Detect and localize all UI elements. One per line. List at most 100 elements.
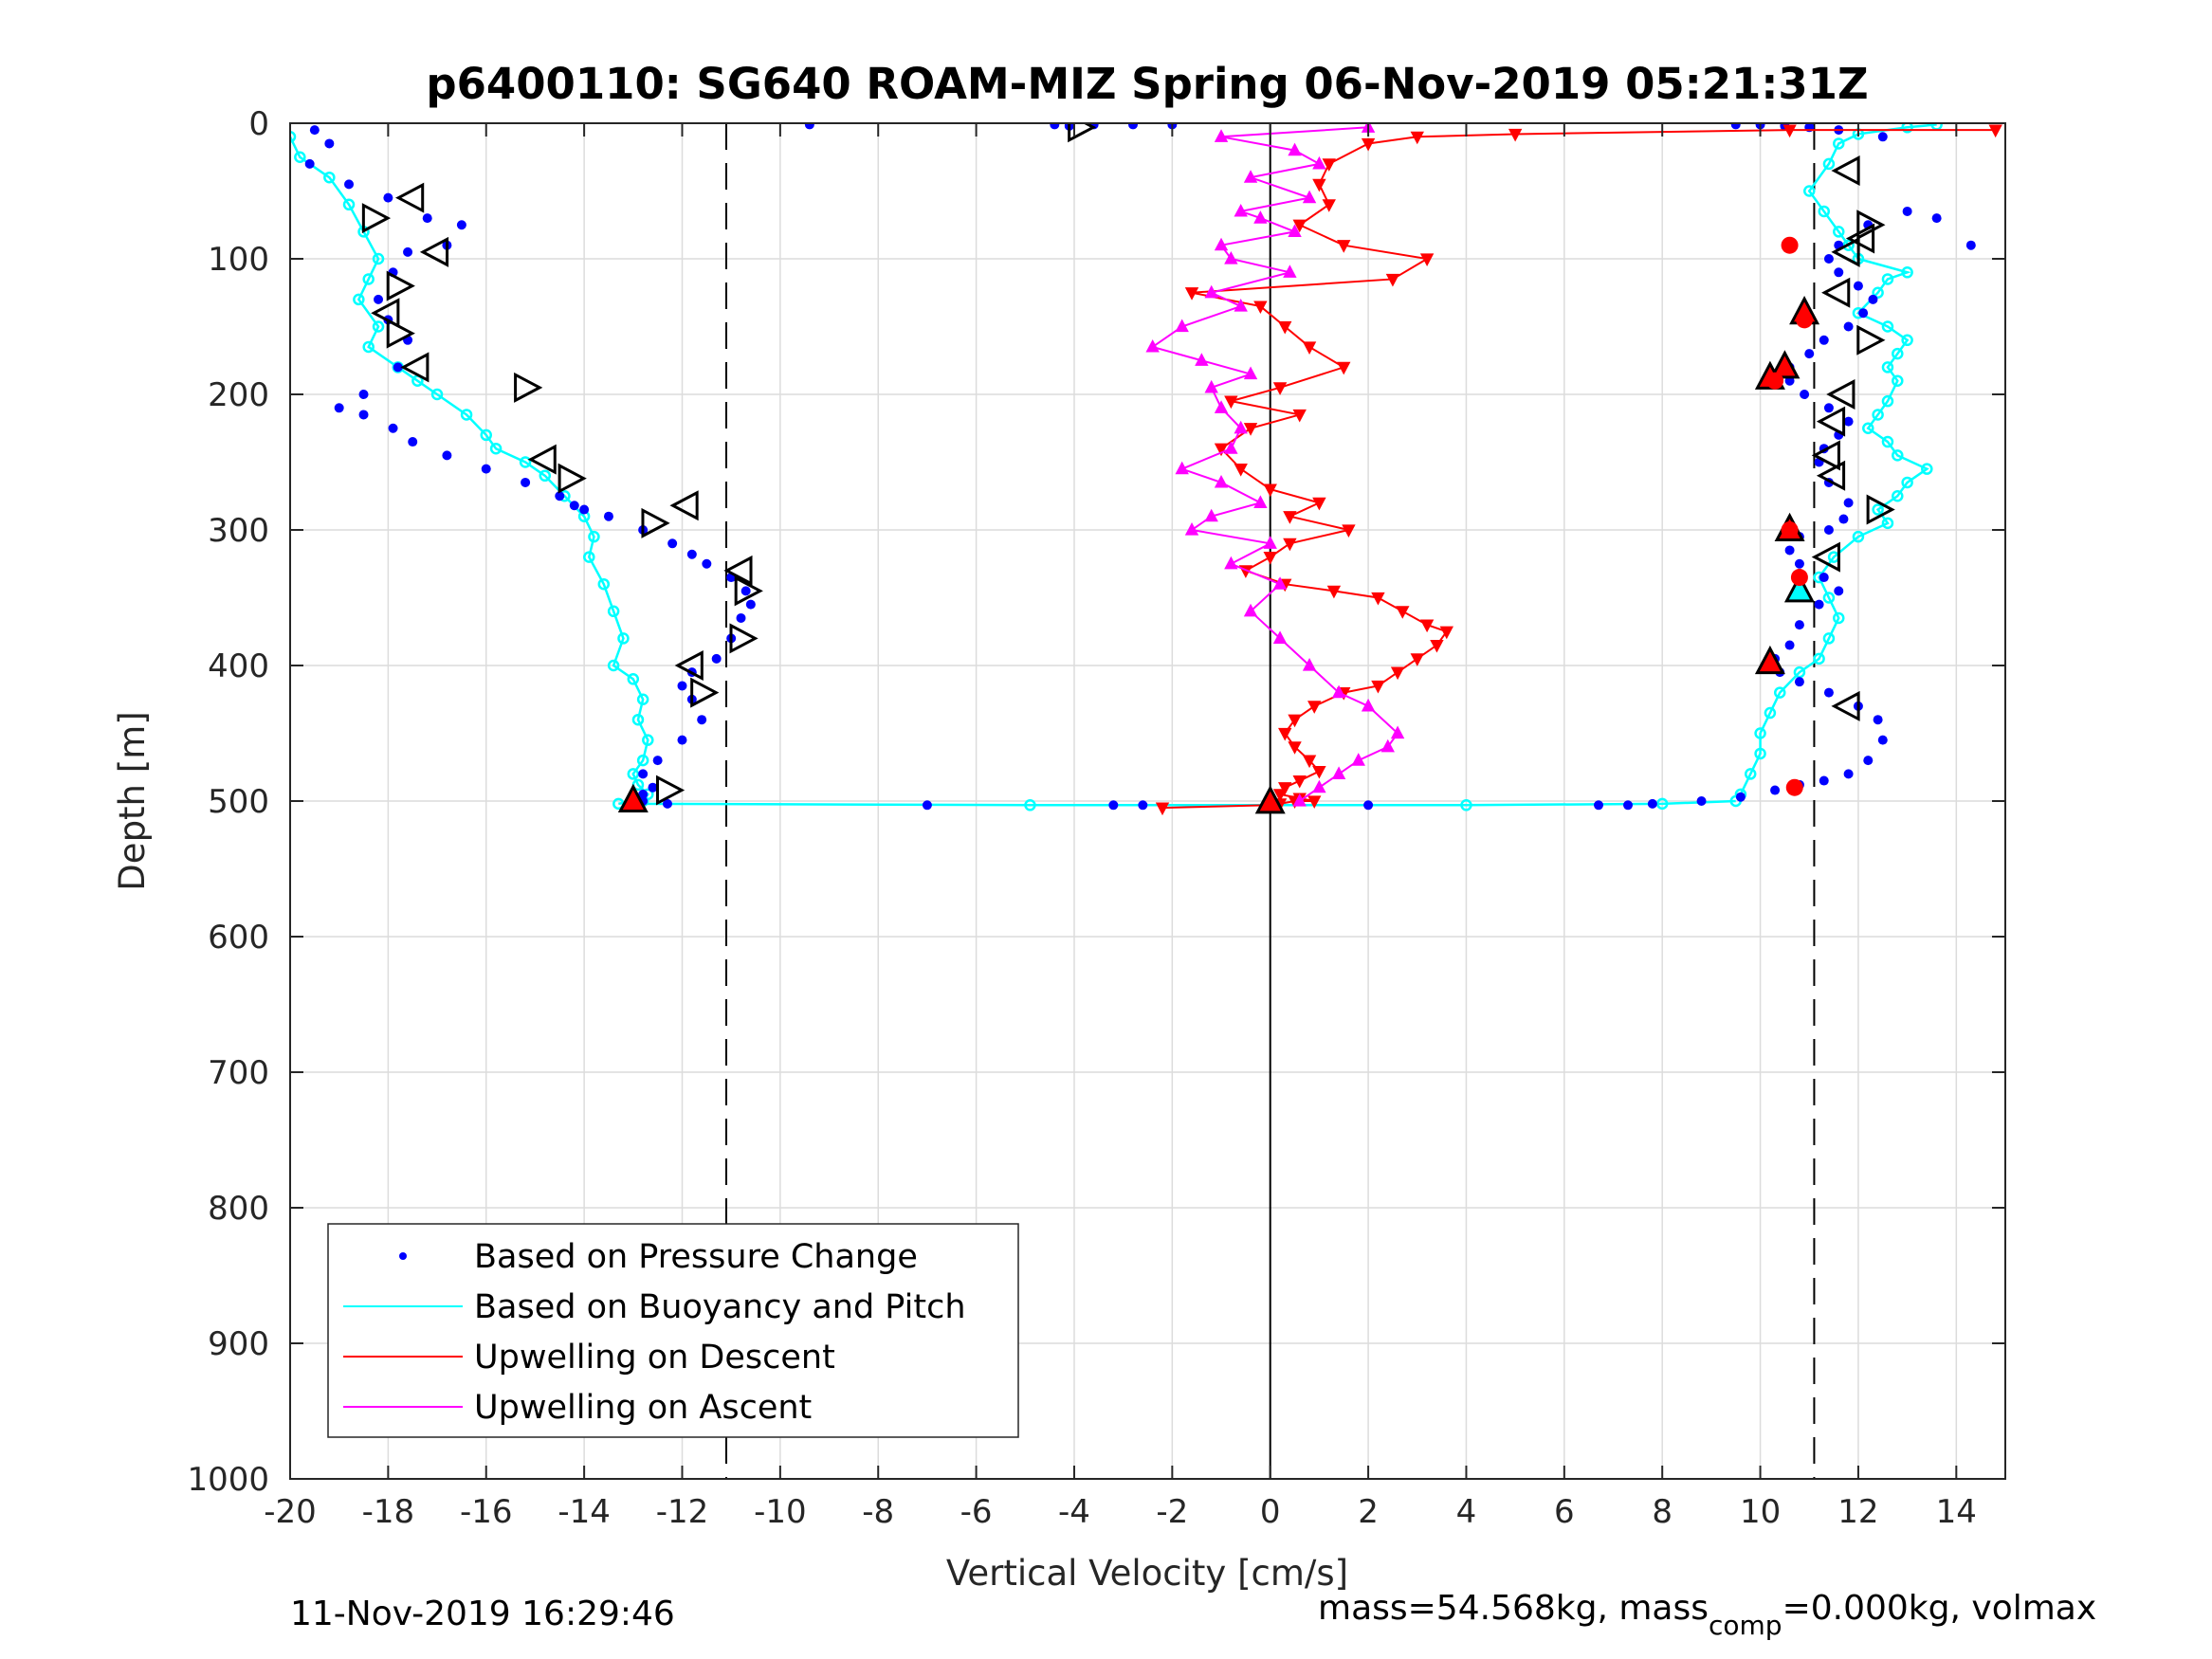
- upwelling-ascent-point: [1175, 461, 1189, 475]
- upwelling-ascent-point: [1214, 400, 1229, 413]
- y-tick-label: 300: [208, 512, 269, 550]
- buoyancy-pitch-point: [1852, 530, 1865, 543]
- buoyancy-pitch-point: [1892, 490, 1904, 502]
- upwelling-descent-point: [1224, 395, 1238, 410]
- pressure-change-point: [1877, 735, 1888, 745]
- x-tick-label: -4: [1058, 1493, 1090, 1531]
- upwelling-ascent-point: [1283, 264, 1297, 278]
- pressure-change-point: [1138, 800, 1148, 811]
- upwelling-descent-point: [1322, 199, 1336, 212]
- pressure-change-point: [1931, 213, 1942, 224]
- red-dot-marker: [1785, 778, 1803, 796]
- buoyancy-pitch-point: [323, 171, 336, 184]
- pressure-change-point: [569, 501, 579, 511]
- pressure-change-point: [403, 246, 413, 257]
- upwelling-ascent-point: [1145, 338, 1160, 353]
- red-dot-marker: [1796, 311, 1814, 329]
- pressure-change-point: [1800, 390, 1810, 399]
- buoyancy-pitch-point: [1901, 476, 1913, 489]
- pressure-change-point: [1965, 240, 1976, 250]
- pressure-change-point: [1902, 206, 1912, 216]
- buoyancy-pitch-point: [362, 273, 375, 285]
- x-tick-label: 0: [1260, 1493, 1281, 1531]
- pressure-change-point: [358, 410, 369, 420]
- pressure-change-point: [1050, 123, 1060, 130]
- buoyancy-pitch-point: [372, 320, 385, 333]
- upwelling-ascent-point: [1312, 779, 1326, 793]
- triangle-right-marker: [558, 463, 587, 494]
- triangle-right-marker: [734, 575, 763, 607]
- buoyancy-pitch-point: [1773, 686, 1786, 699]
- y-axis-ticks: 0 100 200 300 400 500 600 700 800 900 1000: [187, 105, 2005, 1499]
- pressure-change-point: [1843, 416, 1854, 427]
- buoyancy-pitch-point: [1655, 797, 1669, 811]
- footer-mass-info: mass=54.568kg, masscomp=0.000kg, volmax: [1318, 1589, 2096, 1641]
- upwelling-descent-point: [1302, 341, 1317, 355]
- upwelling-descent-point: [1410, 131, 1424, 145]
- x-tick-label: 4: [1456, 1493, 1477, 1531]
- triangle-left-marker: [669, 490, 699, 521]
- pressure-change-point: [1784, 640, 1795, 650]
- y-tick-label: 400: [208, 647, 269, 685]
- buoyancy-pitch-point: [430, 388, 444, 401]
- pressure-change-point: [481, 464, 491, 474]
- buoyancy-pitch-point: [362, 340, 375, 354]
- buoyancy-pitch-point: [1822, 632, 1836, 645]
- buoyancy-pitch-point: [1460, 799, 1472, 811]
- y-tick-label: 700: [208, 1054, 269, 1092]
- buoyancy-pitch-point: [1822, 157, 1836, 171]
- triangle-left-marker: [674, 650, 704, 681]
- pressure-change-point: [422, 213, 432, 224]
- buoyancy-pitch-point: [1921, 463, 1933, 475]
- pressure-change-point: [1858, 308, 1869, 319]
- upwelling-ascent-point: [1214, 474, 1229, 488]
- upwelling-descent-point: [1292, 409, 1307, 423]
- upwelling-descent-point: [1155, 802, 1170, 816]
- upwelling-descent-point: [1419, 253, 1435, 266]
- pressure-change-point: [334, 403, 344, 413]
- buoyancy-pitch-point: [1881, 320, 1894, 333]
- buoyancy-pitch-point: [583, 551, 595, 563]
- buoyancy-pitch-point: [1881, 435, 1894, 448]
- pressure-change-point: [1127, 123, 1138, 130]
- x-tick-label: -16: [460, 1493, 513, 1531]
- mass-subscript: comp: [1709, 1610, 1782, 1641]
- pressure-change-point: [711, 653, 722, 664]
- y-tick-label: 200: [208, 376, 269, 414]
- pressure-change-point: [1814, 599, 1824, 610]
- upwelling-descent-point: [1371, 680, 1385, 694]
- buoyancy-pitch-point: [1881, 394, 1894, 408]
- buoyancy-pitch-point: [1881, 273, 1894, 285]
- pressure-change-point: [736, 612, 746, 623]
- x-tick-label: 6: [1554, 1493, 1575, 1531]
- pressure-change-point: [677, 735, 687, 745]
- upwelling-ascent-point: [1195, 353, 1209, 366]
- buoyancy-pitch-point: [519, 456, 532, 468]
- pressure-change-point: [1819, 335, 1829, 345]
- pressure-change-point: [745, 599, 756, 610]
- triangle-right-marker: [386, 270, 415, 301]
- upwelling-ascent-point: [1224, 441, 1238, 454]
- upwelling-descent-point: [1278, 782, 1292, 795]
- pressure-change-point: [1868, 294, 1878, 304]
- pressure-change-point: [1873, 715, 1883, 725]
- y-tick-label: 800: [208, 1190, 269, 1228]
- x-tick-label: -14: [558, 1493, 611, 1531]
- x-tick-label: -12: [656, 1493, 709, 1531]
- upwelling-descent-point: [1361, 137, 1376, 152]
- triangle-left-marker: [1845, 223, 1875, 254]
- triangle-right-marker: [690, 677, 720, 708]
- triangle-right-marker: [361, 203, 392, 234]
- buoyancy-pitch-point: [1754, 747, 1766, 760]
- x-tick-label: 10: [1740, 1493, 1781, 1531]
- upwelling-ascent-point: [1272, 630, 1288, 644]
- upwelling-descent-point: [1337, 240, 1351, 253]
- buoyancy-pitch-line: [1739, 123, 1937, 795]
- buoyancy-pitch-point: [588, 530, 600, 543]
- upwelling-ascent-point: [1184, 522, 1199, 536]
- upwelling-descent-point: [1390, 666, 1405, 681]
- upwelling-descent-point: [1371, 592, 1385, 606]
- pressure-change-point: [1804, 349, 1815, 359]
- upwelling-descent-point: [1272, 789, 1288, 802]
- upwelling-descent-point: [1234, 464, 1248, 477]
